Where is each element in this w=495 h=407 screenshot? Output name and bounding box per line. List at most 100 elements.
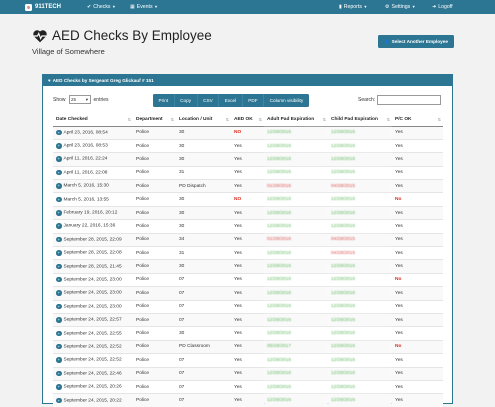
select-another-employee-button[interactable]: 👤 Select Another Employee bbox=[378, 35, 454, 48]
expand-row-icon[interactable]: + bbox=[56, 343, 62, 350]
search-input[interactable] bbox=[377, 95, 442, 105]
entries-per-page-select[interactable]: 25 ▾ bbox=[68, 95, 91, 104]
cell-adult-pad-expiration: 12/28/2016 bbox=[264, 259, 328, 274]
expand-row-icon[interactable]: + bbox=[56, 236, 62, 243]
cell-adult-pad-expiration: 12/28/2016 bbox=[264, 246, 328, 260]
date-checked-text: April 23, 2016, 08:54 bbox=[63, 129, 108, 135]
expand-row-icon[interactable]: + bbox=[56, 156, 62, 162]
cell-location-unit: 30 bbox=[176, 138, 231, 153]
table-row[interactable]: + September 24, 2015, 22:46 Police 07 Yes 12/… bbox=[53, 366, 443, 381]
column-header-department[interactable]: Department ⇅ bbox=[133, 113, 176, 127]
cell-pc-ok: Yes bbox=[392, 205, 443, 220]
expand-row-icon[interactable]: + bbox=[56, 210, 62, 216]
cell-pc-ok: Yes bbox=[392, 259, 443, 274]
table-row[interactable]: + September 24, 2015, 22:52 Police PD Class… bbox=[53, 339, 443, 354]
cell-adult-pad-expiration: 12/28/2016 bbox=[264, 192, 328, 207]
table-row[interactable]: + April 11, 2016, 22:24 Police 30 Yes 12/28/2… bbox=[53, 152, 443, 167]
table-row[interactable]: + September 24, 2015, 20:22 Police 07 Yes 12/… bbox=[53, 393, 443, 407]
cell-date-checked: + September 28, 2015, 22:08 bbox=[53, 246, 133, 260]
cell-adult-pad-expiration: 12/28/2016 bbox=[264, 138, 328, 153]
expand-row-icon[interactable]: + bbox=[56, 276, 62, 283]
date-checked-text: March 5, 2016, 15:30 bbox=[63, 183, 109, 189]
cell-pc-ok: Yes bbox=[392, 179, 443, 193]
table-row[interactable]: + April 23, 2016, 08:53 Police 30 Yes 12/28/2… bbox=[53, 138, 443, 153]
column-header-pc-ok[interactable]: P/C OK ⇅ bbox=[392, 113, 443, 127]
expand-row-icon[interactable]: + bbox=[56, 290, 62, 296]
pdf-button[interactable]: PDF bbox=[242, 94, 265, 107]
cell-aed-ok: Yes bbox=[231, 326, 264, 341]
nav-checks-menu[interactable]: ✔ Checks ▼ bbox=[87, 4, 116, 10]
nav-settings-menu[interactable]: ⚙ Settings ▼ bbox=[385, 4, 416, 10]
nav-reports-menu[interactable]: ▮ Reports ▼ bbox=[339, 4, 367, 10]
table-row[interactable]: + April 23, 2016, 08:54 Police 30 NO 12/28/20… bbox=[53, 125, 443, 140]
table-row[interactable]: + September 24, 2015, 20:26 Police 07 Yes 12/… bbox=[53, 379, 443, 394]
expand-row-icon[interactable]: + bbox=[56, 330, 62, 337]
column-header-child-pad-expiration[interactable]: Child Pad Expiration ⇅ bbox=[328, 113, 392, 127]
expand-row-icon[interactable]: + bbox=[56, 223, 62, 229]
cell-pc-ok: Yes bbox=[392, 165, 443, 180]
cell-pc-ok: Yes bbox=[392, 219, 443, 234]
entries-label: entries bbox=[93, 96, 109, 103]
nav-logoff-link[interactable]: ➜ Logoff bbox=[432, 4, 453, 10]
expand-row-icon[interactable]: + bbox=[56, 129, 62, 136]
cell-adult-pad-expiration: 12/28/2016 bbox=[264, 152, 328, 167]
table-row[interactable]: + September 28, 2015, 21:45 Police 30 Yes 12/… bbox=[53, 259, 443, 274]
expand-row-icon[interactable]: + bbox=[56, 303, 62, 310]
cell-aed-ok: Yes bbox=[231, 232, 264, 247]
expand-row-icon[interactable]: + bbox=[56, 183, 62, 189]
expand-row-icon[interactable]: + bbox=[56, 397, 62, 404]
table-row[interactable]: + March 5, 2016, 13:55 Police 30 NO 12/28/201… bbox=[53, 192, 443, 207]
cell-location-unit: PD Classroom bbox=[176, 339, 231, 354]
brand[interactable]: 9 911TECH bbox=[25, 3, 61, 11]
expand-row-icon[interactable]: + bbox=[56, 263, 62, 270]
cell-date-checked: + September 24, 2015, 22:57 bbox=[53, 312, 133, 327]
table-row[interactable]: + September 24, 2015, 23:00 Police 07 Yes 12/… bbox=[53, 299, 443, 314]
cell-child-pad-expiration: 04/28/2015 bbox=[328, 232, 392, 247]
table-row[interactable]: + February 19, 2016, 20:12 Police 30 Yes 12/2… bbox=[53, 205, 443, 220]
cell-aed-ok: Yes bbox=[231, 205, 264, 220]
table-row[interactable]: + January 22, 2016, 15:36 Police 30 Yes 12/28… bbox=[53, 219, 443, 234]
date-checked-text: April 23, 2016, 08:53 bbox=[63, 143, 108, 149]
table-row[interactable]: + September 24, 2015, 22:52 Police 07 Yes 12/… bbox=[53, 353, 443, 368]
table-row[interactable]: + September 28, 2015, 22:08 Police 31 Yes 12/… bbox=[53, 246, 443, 260]
cell-department: Police bbox=[133, 312, 176, 327]
copy-button[interactable]: Copy bbox=[174, 94, 198, 107]
print-button[interactable]: Print bbox=[153, 94, 175, 107]
table-row[interactable]: + April 11, 2016, 22:08 Police 31 Yes 12/28/2… bbox=[53, 165, 443, 180]
cell-department: Police bbox=[133, 179, 176, 193]
column-header-aed-ok[interactable]: AED OK ⇅ bbox=[231, 113, 264, 127]
expand-row-icon[interactable]: + bbox=[56, 357, 62, 363]
gear-icon: ⚙ bbox=[385, 4, 390, 10]
cell-department: Police bbox=[133, 299, 176, 314]
table-row[interactable]: + September 24, 2015, 22:55 Police 30 Yes 12/… bbox=[53, 326, 443, 341]
cell-location-unit: 34 bbox=[176, 232, 231, 247]
expand-row-icon[interactable]: + bbox=[56, 169, 62, 176]
expand-row-icon[interactable]: + bbox=[56, 317, 62, 323]
column-header-location-unit[interactable]: Location / Unit ⇅ bbox=[176, 113, 231, 127]
date-checked-text: September 24, 2015, 22:55 bbox=[63, 330, 122, 336]
expand-row-icon[interactable]: + bbox=[56, 196, 62, 203]
nav-events-menu[interactable]: ▦ Events ▼ bbox=[130, 4, 158, 10]
date-checked-text: September 24, 2015, 20:22 bbox=[63, 398, 122, 403]
column-header-adult-pad-expiration[interactable]: Adult Pad Expiration ⇅ bbox=[264, 113, 328, 127]
table-row[interactable]: + September 24, 2015, 22:57 Police 07 Yes 12/… bbox=[53, 312, 443, 327]
cell-location-unit: 31 bbox=[176, 165, 231, 180]
cell-aed-ok: NO bbox=[231, 125, 264, 140]
cell-child-pad-expiration: 12/28/2016 bbox=[328, 219, 392, 234]
expand-row-icon[interactable]: + bbox=[56, 370, 62, 377]
csv-button[interactable]: CSV bbox=[197, 94, 220, 107]
cell-adult-pad-expiration: 12/28/2016 bbox=[264, 205, 328, 220]
cell-adult-pad-expiration: 12/28/2016 bbox=[264, 312, 328, 327]
table-row[interactable]: + March 5, 2016, 15:30 Police PD Dispatch Ye… bbox=[53, 179, 443, 193]
table-row[interactable]: + September 28, 2015, 22:09 Police 34 Yes 01/… bbox=[53, 232, 443, 247]
column-visibility-button[interactable]: Column visibility bbox=[264, 94, 309, 107]
table-row[interactable]: + September 24, 2015, 23:00 Police 07 Yes 12/… bbox=[53, 272, 443, 287]
column-header-date-checked[interactable]: Date Checked ⇅ bbox=[53, 113, 133, 127]
expand-row-icon[interactable]: + bbox=[56, 250, 62, 256]
excel-button[interactable]: Excel bbox=[219, 94, 243, 107]
expand-row-icon[interactable]: + bbox=[56, 384, 62, 390]
table-row[interactable]: + September 24, 2015, 23:00 Police 07 Yes 12/… bbox=[53, 286, 443, 301]
expand-row-icon[interactable]: + bbox=[56, 143, 62, 149]
cell-date-checked: + September 28, 2015, 22:09 bbox=[53, 232, 133, 247]
cell-location-unit: 07 bbox=[176, 286, 231, 301]
